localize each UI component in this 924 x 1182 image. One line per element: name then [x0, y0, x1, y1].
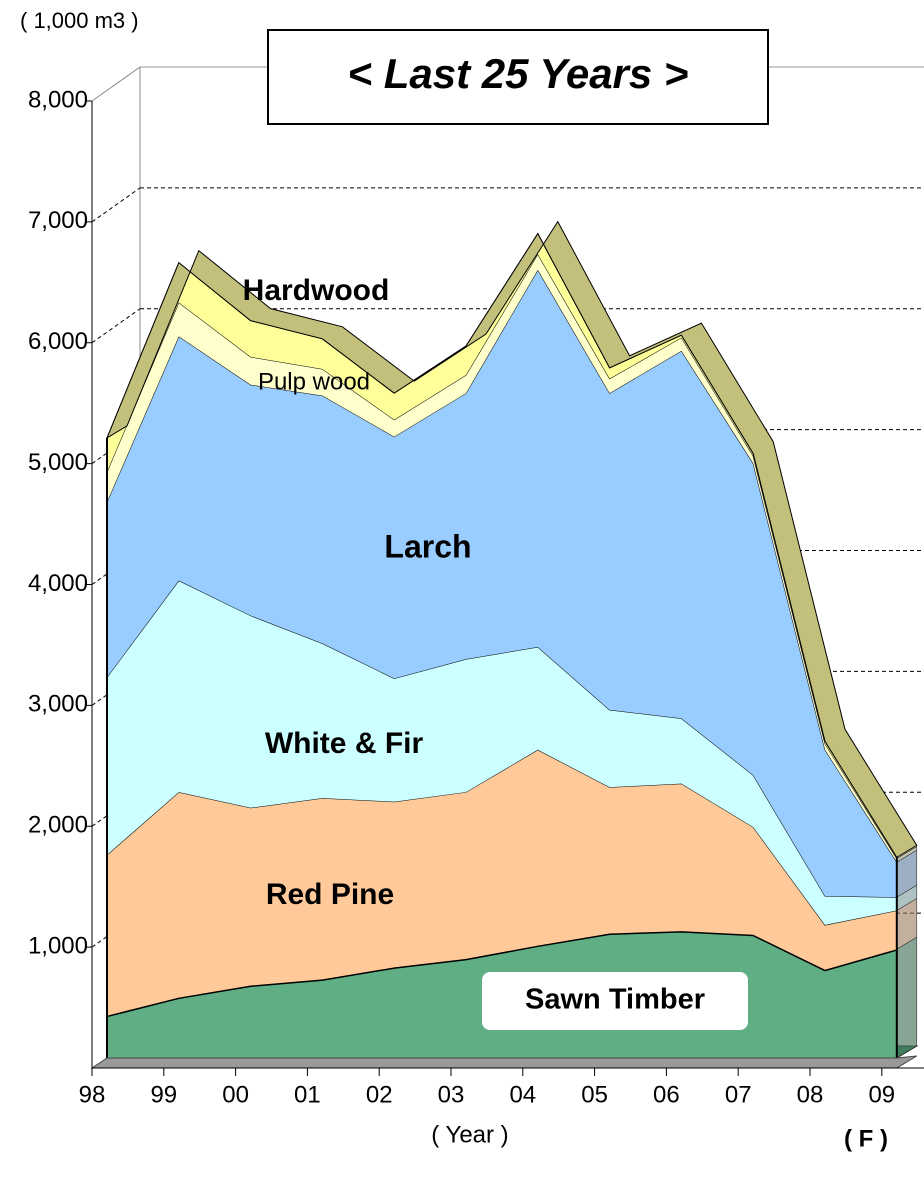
y-axis-label: ( 1,000 m3 ): [20, 8, 139, 33]
y-tick-label: 5,000: [28, 449, 88, 476]
y-tick-label: 1,000: [28, 932, 88, 959]
grid-line: [91, 308, 141, 344]
x-tick-label: 07: [725, 1081, 752, 1108]
series-label: Hardwood: [243, 274, 390, 307]
area: [107, 233, 897, 859]
x-axis-label: ( Year ): [431, 1121, 508, 1148]
chart-title: < Last 25 Years >: [348, 50, 689, 97]
area: [107, 269, 897, 898]
back-wall-edge: [91, 66, 141, 102]
grid-line: [91, 187, 141, 223]
y-tick-label: 4,000: [28, 570, 88, 597]
y-tick-label: 8,000: [28, 86, 88, 113]
y-tick-label: 3,000: [28, 691, 88, 718]
x-tick-label: 09: [868, 1081, 895, 1108]
y-tick-label: 7,000: [28, 207, 88, 234]
series-label: Pulp wood: [258, 368, 370, 395]
end-face: [896, 936, 918, 1059]
title-box: [267, 29, 769, 125]
x-tick-label: 99: [150, 1081, 177, 1108]
x-tick-label: 01: [294, 1081, 321, 1108]
label-box: [482, 972, 748, 1030]
series-label: Larch: [384, 528, 471, 564]
annotation: ( F ): [844, 1125, 888, 1152]
series-label: Sawn Timber: [525, 984, 705, 1016]
x-tick-label: 08: [797, 1081, 824, 1108]
x-tick-label: 00: [222, 1081, 249, 1108]
x-tick-label: 04: [509, 1081, 536, 1108]
area: [107, 749, 897, 1016]
x-tick-label: 06: [653, 1081, 680, 1108]
series-label: White & Fir: [265, 727, 424, 760]
y-tick-label: 2,000: [28, 812, 88, 839]
series-label: Red Pine: [266, 878, 394, 911]
x-tick-label: 98: [79, 1081, 106, 1108]
floor-front: [90, 1055, 918, 1069]
y-tick-label: 6,000: [28, 328, 88, 355]
x-tick-label: 03: [438, 1081, 465, 1108]
area: [107, 254, 897, 863]
x-tick-label: 05: [581, 1081, 608, 1108]
area: [107, 580, 897, 926]
x-tick-label: 02: [366, 1081, 393, 1108]
